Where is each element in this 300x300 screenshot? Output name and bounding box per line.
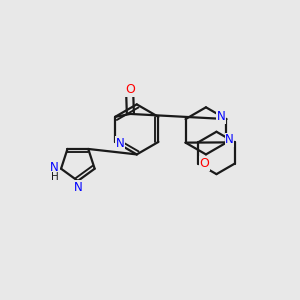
Text: N: N <box>74 181 82 194</box>
Text: N: N <box>116 137 125 150</box>
Text: N: N <box>217 110 225 123</box>
Text: N: N <box>50 161 59 174</box>
Text: N: N <box>225 134 234 146</box>
Text: O: O <box>200 157 209 170</box>
Text: O: O <box>125 83 135 96</box>
Text: H: H <box>51 172 58 182</box>
